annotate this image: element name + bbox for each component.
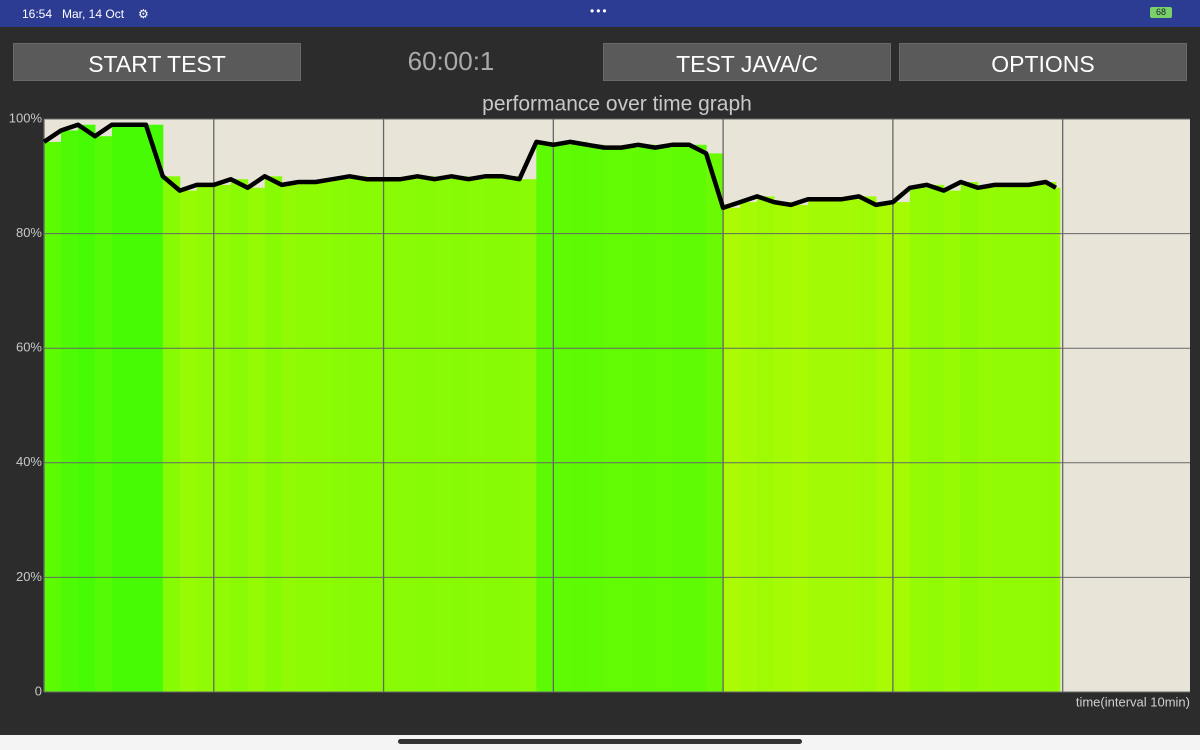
y-tick-label: 100% <box>9 110 43 125</box>
area-slice <box>909 187 928 692</box>
y-tick-label: 20% <box>16 569 42 584</box>
area-slice <box>757 196 775 692</box>
area-slice <box>791 204 809 692</box>
area-slice <box>213 184 232 692</box>
area-slice <box>926 184 945 692</box>
area-slice <box>44 141 62 693</box>
area-slice <box>672 144 690 692</box>
area-slice <box>858 196 877 692</box>
battery: 68 <box>1150 7 1172 18</box>
area-slice <box>264 176 283 693</box>
area-slice <box>723 207 741 692</box>
area-slice <box>451 176 469 693</box>
home-handle[interactable] <box>398 739 802 744</box>
area-slice <box>281 184 300 692</box>
area-slice <box>366 179 385 692</box>
area-slice <box>621 147 639 692</box>
area-slice <box>383 179 402 692</box>
area-slice <box>111 124 130 693</box>
area-slice <box>977 187 996 692</box>
area-slice <box>298 182 317 692</box>
area-slice <box>740 202 758 692</box>
area-slice <box>689 144 707 692</box>
date: Mar, 14 Oct <box>62 7 125 21</box>
area-slice <box>196 184 215 692</box>
area-slice <box>145 124 164 693</box>
y-tick-label: 0 <box>35 683 42 698</box>
area-slice <box>230 179 249 692</box>
area-slice <box>604 147 622 692</box>
area-slice <box>77 124 96 693</box>
area-slice <box>468 179 486 692</box>
area-slice <box>570 141 588 693</box>
area-slice <box>128 124 147 693</box>
area-slice <box>485 176 503 693</box>
area-slice <box>960 182 979 692</box>
area-slice <box>315 182 334 692</box>
area-slice <box>875 204 894 692</box>
status-bar: 16:54 Mar, 14 Oct ⚙ ••• 68 <box>0 0 1200 27</box>
area-slice <box>502 176 520 693</box>
area-slice <box>60 130 79 693</box>
area-slice <box>587 144 605 692</box>
area-slice <box>1055 187 1061 692</box>
area-slice <box>536 141 554 693</box>
area-slice <box>994 184 1013 692</box>
area-slice <box>519 179 537 692</box>
chart: performance over time graph time(interva… <box>9 93 1190 709</box>
area-slice <box>94 136 113 692</box>
area-slice <box>417 176 435 693</box>
x-axis-label: time(interval 10min) <box>1076 694 1190 709</box>
area-slice <box>247 187 266 692</box>
menu-dots: ••• <box>590 4 609 18</box>
start-test-button[interactable]: START TEST <box>13 43 301 81</box>
area-slice <box>553 144 571 692</box>
area-slice <box>824 199 843 692</box>
area-slice <box>638 144 656 692</box>
area-slice <box>892 202 911 692</box>
area-slice <box>400 179 419 692</box>
area-slice <box>1011 184 1030 692</box>
timer: 60:00:1 <box>407 46 495 76</box>
area-slice <box>774 202 792 692</box>
navigation-bar <box>0 735 1200 750</box>
area-slice <box>841 199 860 692</box>
y-tick-label: 40% <box>16 454 42 469</box>
area-slice <box>943 190 962 692</box>
settings-icon: ⚙ <box>138 7 149 21</box>
area-slice <box>706 153 724 692</box>
y-tick-label: 60% <box>16 340 42 355</box>
area-slice <box>808 199 826 692</box>
chart-title: performance over time graph <box>482 93 752 116</box>
clock: 16:54 <box>22 7 53 21</box>
options-button[interactable]: OPTIONS <box>899 43 1187 81</box>
area-slice <box>179 190 198 692</box>
area-slice <box>655 147 673 692</box>
area-slice <box>1045 182 1057 692</box>
area-slice <box>332 179 351 692</box>
y-tick-label: 80% <box>16 225 42 240</box>
area-slice <box>349 176 368 693</box>
test-java-c-button[interactable]: TEST JAVA/C <box>603 43 891 81</box>
performance-line <box>42 122 1058 211</box>
area-fill <box>44 124 1061 693</box>
area-slice <box>434 179 452 692</box>
area-slice <box>162 176 181 693</box>
area-slice <box>1028 184 1047 692</box>
